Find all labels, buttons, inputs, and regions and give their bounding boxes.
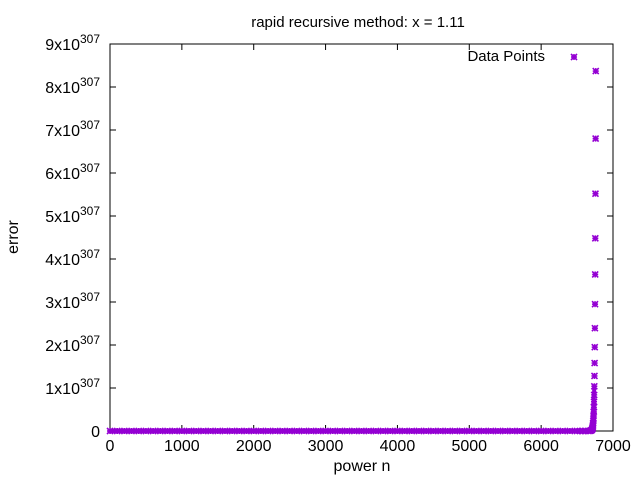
data-point (591, 324, 599, 332)
y-axis: 0 1x10307 2x10307 3x10307 4x10307 5x10307 6x10… (45, 32, 613, 441)
x-tick-label: 1000 (164, 438, 200, 455)
data-point (590, 372, 599, 380)
data-point (592, 135, 600, 143)
x-tick-label: 2000 (236, 438, 272, 455)
data-point (592, 67, 600, 75)
y-tick-label: 6x10307 (45, 161, 100, 183)
y-tick-label: 8x10307 (45, 75, 100, 97)
data-point (591, 190, 600, 198)
y-tick-label: 2x10307 (45, 333, 100, 355)
data-point (591, 270, 599, 279)
x-axis-label: power n (334, 458, 391, 475)
y-tick-label: 9x10307 (45, 32, 100, 54)
x-tick-label: 3000 (308, 438, 344, 455)
legend-marker (570, 53, 578, 61)
legend: Data Points (467, 48, 578, 65)
chart-title: rapid recursive method: x = 1.11 (251, 14, 465, 31)
plot-frame (109, 43, 614, 432)
y-tick-label: 3x10307 (45, 290, 100, 312)
y-tick-label: 7x10307 (45, 118, 100, 140)
y-tick-label: 1x10307 (45, 376, 100, 398)
rising-points (590, 386, 597, 432)
x-tick-label: 4000 (380, 438, 416, 455)
legend-star-icon (570, 53, 578, 61)
x-tick-label: 0 (106, 438, 115, 455)
data-points (106, 67, 600, 435)
x-tick-label: 6000 (523, 438, 559, 455)
x-tick-label: 7000 (595, 438, 631, 455)
y-tick-label: 5x10307 (45, 204, 100, 226)
x-tick-label: 5000 (451, 438, 487, 455)
x-axis: 0 1000 2000 3000 4000 5000 6000 7000 (106, 44, 631, 455)
y-axis-label: error (5, 219, 22, 253)
legend-label: Data Points (467, 48, 545, 65)
y-tick-label: 4x10307 (45, 247, 100, 269)
y-tick-label: 0 (91, 424, 100, 441)
data-point (591, 359, 599, 367)
data-point (591, 234, 599, 242)
data-point (591, 343, 599, 351)
data-point (591, 300, 599, 308)
